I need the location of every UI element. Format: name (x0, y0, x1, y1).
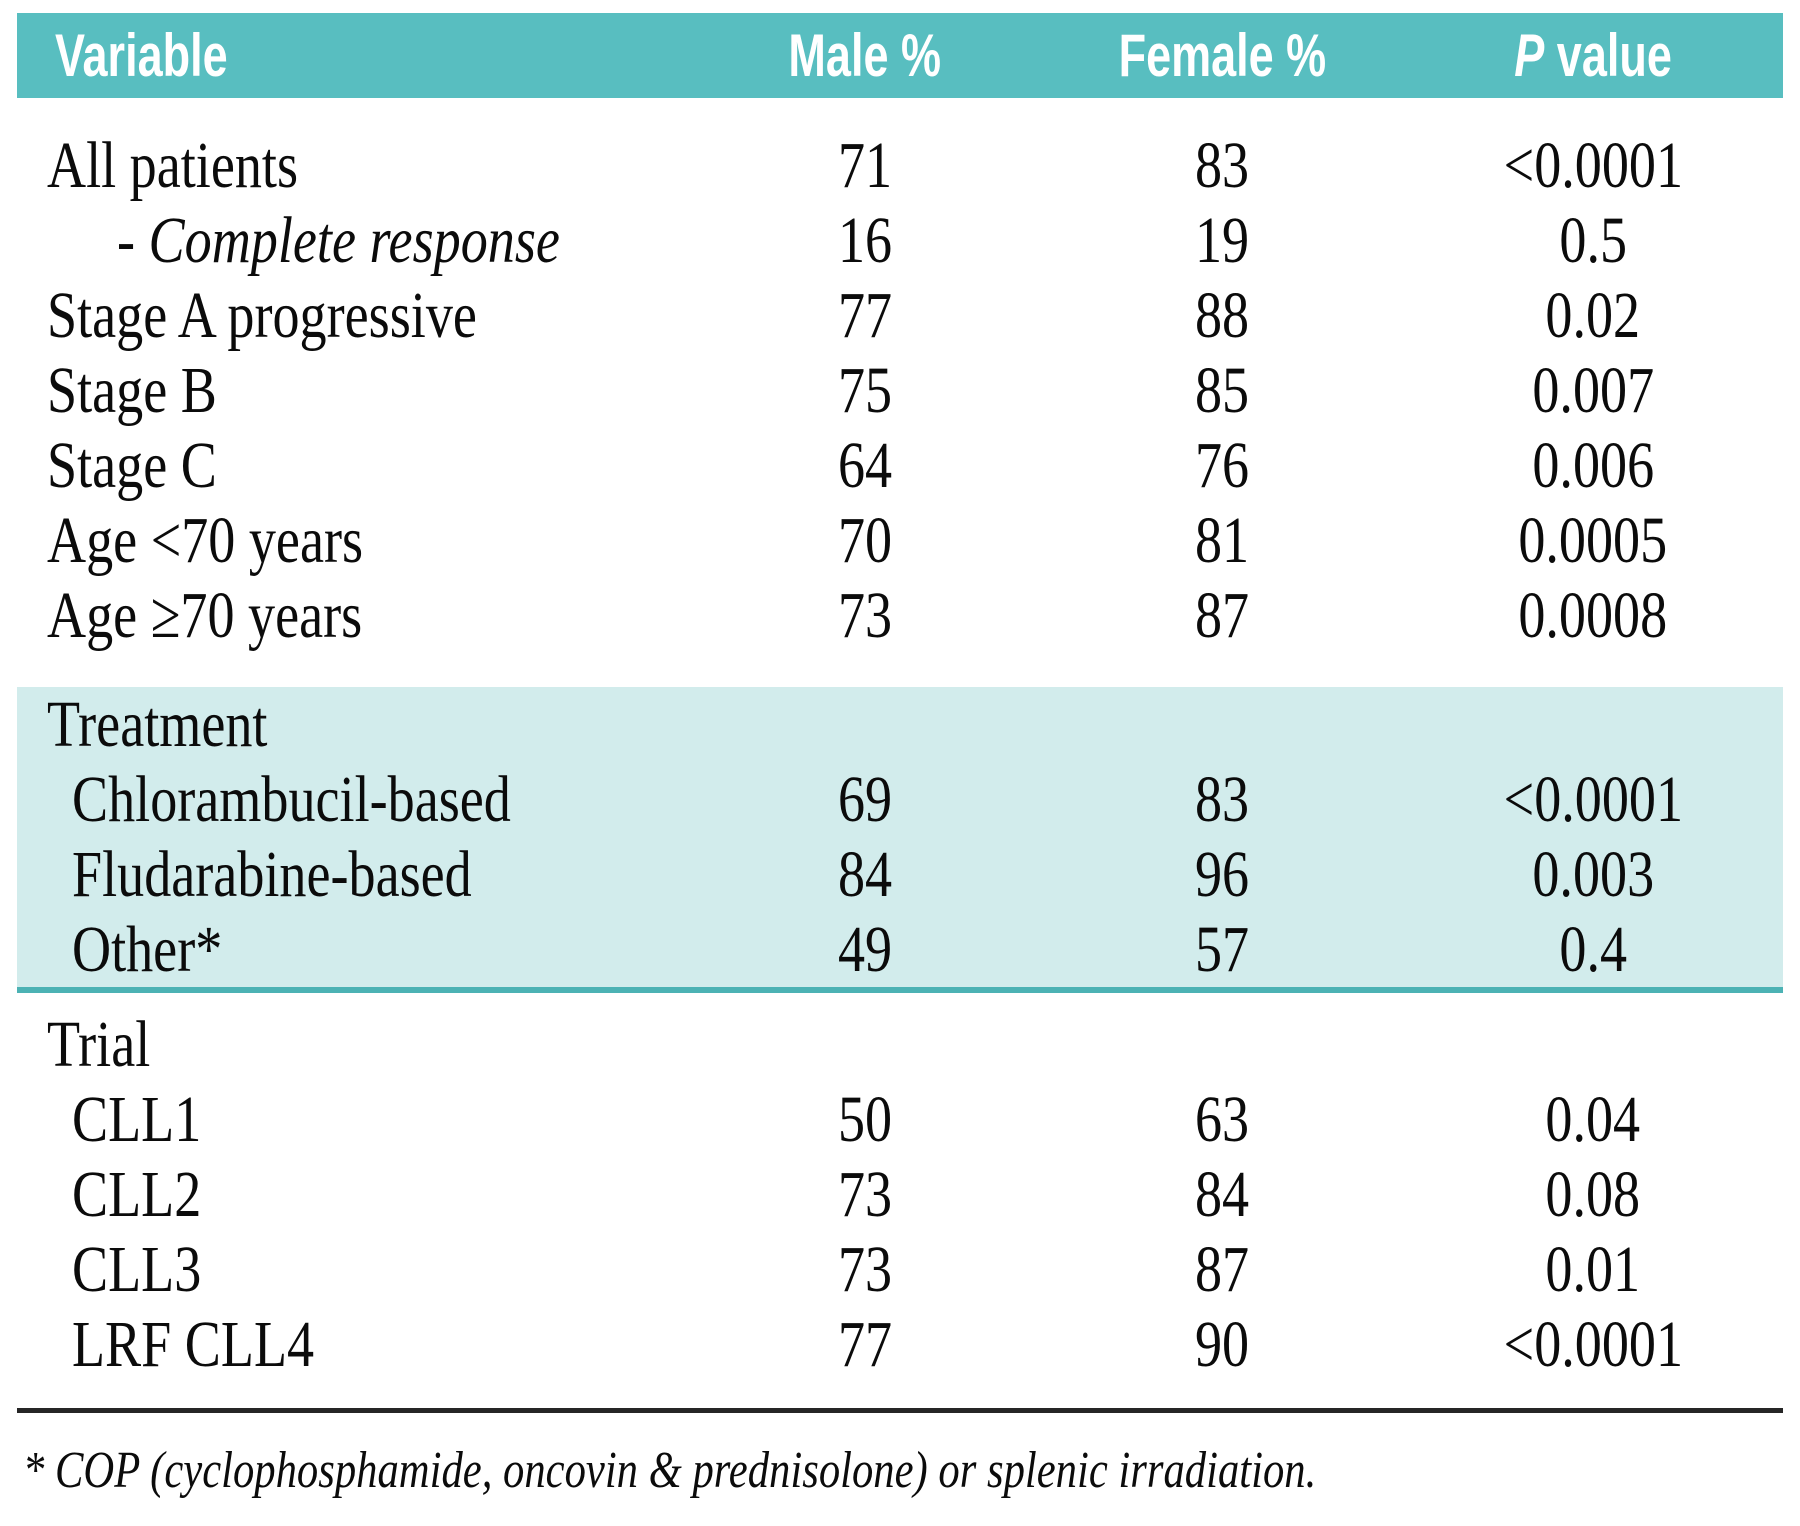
row-label: CLL1 (72, 1082, 202, 1156)
p-value-cell: 0.006 (1532, 428, 1655, 502)
row-label: Stage C (47, 428, 217, 502)
column-header-pvalue: P value (1403, 21, 1783, 90)
male-percent-cell: 77 (837, 278, 892, 352)
table-header-row: Variable Male % Female % P value (17, 13, 1783, 98)
female-percent-cell: 84 (1195, 1157, 1250, 1231)
table-row: CLL1 50 63 0.04 (17, 1082, 1783, 1157)
female-percent-cell: 87 (1195, 578, 1250, 652)
column-header-variable: Variable (55, 22, 228, 89)
male-percent-cell: 84 (837, 837, 892, 911)
female-percent-cell: 90 (1195, 1307, 1250, 1381)
p-value-cell: 0.01 (1545, 1232, 1641, 1306)
row-label: Age <70 years (47, 503, 364, 577)
table-row: Other* 49 57 0.4 (17, 912, 1783, 987)
p-value-cell: <0.0001 (1503, 762, 1683, 836)
male-percent-cell: 64 (837, 428, 892, 502)
female-percent-cell: 96 (1195, 837, 1250, 911)
female-percent-cell: 83 (1195, 128, 1250, 202)
table-row: Stage B 75 85 0.007 (17, 353, 1783, 428)
p-value-cell: 0.0008 (1518, 578, 1668, 652)
horizontal-rule (17, 1408, 1783, 1413)
column-header-female: Female % (1118, 22, 1327, 89)
section-trial: Trial CLL1 50 63 0.04 CLL2 73 84 0.08 CL… (17, 1007, 1783, 1382)
p-value-cell: 0.003 (1532, 837, 1655, 911)
male-percent-cell: 73 (837, 1232, 892, 1306)
section-heading-row: Treatment (17, 687, 1783, 762)
p-value-cell: 0.4 (1559, 912, 1627, 986)
table-row: All patients 71 83 <0.0001 (17, 128, 1783, 203)
male-percent-cell: 75 (837, 353, 892, 427)
female-percent-cell: 88 (1195, 278, 1250, 352)
table-row: CLL2 73 84 0.08 (17, 1157, 1783, 1232)
pvalue-rest: value (1544, 22, 1672, 89)
row-label: Other* (72, 912, 223, 986)
section-heading: Treatment (47, 687, 268, 761)
male-percent-cell: 77 (837, 1307, 892, 1381)
p-value-cell: 0.02 (1545, 278, 1641, 352)
row-label: Stage B (47, 353, 217, 427)
section-treatment: Treatment Chlorambucil-based 69 83 <0.00… (17, 687, 1783, 993)
section-patients: All patients 71 83 <0.0001 - Complete re… (17, 98, 1783, 653)
table-row: Age <70 years 70 81 0.0005 (17, 503, 1783, 578)
female-percent-cell: 81 (1195, 503, 1250, 577)
row-label: Stage A progressive (47, 278, 477, 352)
row-label: CLL3 (72, 1232, 202, 1306)
column-header-male: Male % (788, 22, 941, 89)
row-label: CLL2 (72, 1157, 202, 1231)
male-percent-cell: 69 (837, 762, 892, 836)
table-row: CLL3 73 87 0.01 (17, 1232, 1783, 1307)
female-percent-cell: 57 (1195, 912, 1250, 986)
table-row: - Complete response 16 19 0.5 (17, 203, 1783, 278)
male-percent-cell: 49 (837, 912, 892, 986)
table-row: Fludarabine-based 84 96 0.003 (17, 837, 1783, 912)
p-value-cell: 0.5 (1559, 203, 1627, 277)
row-label: Chlorambucil-based (72, 762, 511, 836)
p-value-cell: <0.0001 (1503, 128, 1683, 202)
p-value-cell: 0.08 (1545, 1157, 1641, 1231)
statistics-table: Variable Male % Female % P value All pat… (17, 13, 1783, 1500)
table-row: LRF CLL4 77 90 <0.0001 (17, 1307, 1783, 1382)
table-row: Stage C 64 76 0.006 (17, 428, 1783, 503)
table-row: Stage A progressive 77 88 0.02 (17, 278, 1783, 353)
female-percent-cell: 19 (1195, 203, 1250, 277)
row-label: - Complete response (117, 203, 560, 277)
female-percent-cell: 85 (1195, 353, 1250, 427)
table-footnote: * COP (cyclophosphamide, oncovin & predn… (23, 1442, 1317, 1499)
row-label: LRF CLL4 (72, 1307, 315, 1381)
p-value-cell: 0.04 (1545, 1082, 1641, 1156)
female-percent-cell: 87 (1195, 1232, 1250, 1306)
female-percent-cell: 63 (1195, 1082, 1250, 1156)
table-row: Chlorambucil-based 69 83 <0.0001 (17, 762, 1783, 837)
male-percent-cell: 16 (837, 203, 892, 277)
row-label: Age ≥70 years (47, 578, 363, 652)
row-label: All patients (47, 128, 299, 202)
female-percent-cell: 83 (1195, 762, 1250, 836)
p-value-cell: 0.0005 (1518, 503, 1668, 577)
pvalue-italic-p: P (1514, 22, 1545, 89)
male-percent-cell: 73 (837, 1157, 892, 1231)
p-value-cell: 0.007 (1532, 353, 1655, 427)
section-heading: Trial (47, 1007, 151, 1081)
male-percent-cell: 71 (837, 128, 892, 202)
female-percent-cell: 76 (1195, 428, 1250, 502)
male-percent-cell: 50 (837, 1082, 892, 1156)
male-percent-cell: 70 (837, 503, 892, 577)
male-percent-cell: 73 (837, 578, 892, 652)
row-label: Fludarabine-based (72, 837, 472, 911)
section-heading-row: Trial (17, 1007, 1783, 1082)
table-row: Age ≥70 years 73 87 0.0008 (17, 578, 1783, 653)
p-value-cell: <0.0001 (1503, 1307, 1683, 1381)
